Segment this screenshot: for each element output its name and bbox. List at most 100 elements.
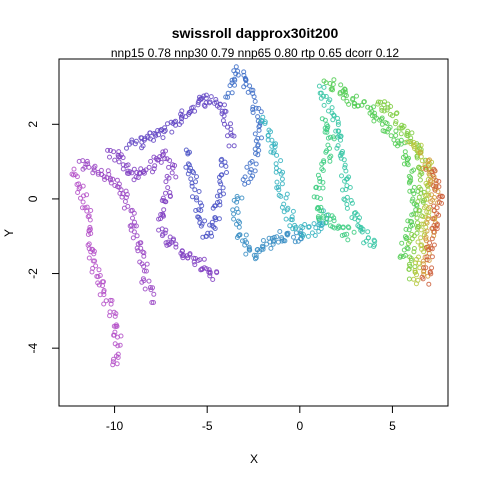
data-point <box>86 164 92 170</box>
data-point <box>113 311 119 317</box>
data-point <box>223 163 229 169</box>
data-point <box>322 125 328 131</box>
data-point <box>428 271 434 277</box>
data-point <box>379 105 385 111</box>
data-point <box>279 176 285 182</box>
data-point <box>80 158 86 164</box>
data-point <box>162 125 168 131</box>
data-point <box>163 190 168 196</box>
data-point <box>374 115 379 121</box>
data-point <box>214 270 220 276</box>
data-point <box>100 283 105 289</box>
data-point <box>351 100 357 106</box>
data-point <box>432 168 438 174</box>
data-point <box>322 117 328 123</box>
data-point <box>96 267 102 273</box>
data-point <box>291 234 296 240</box>
data-point <box>388 104 394 109</box>
data-point <box>208 230 214 236</box>
chart-title: swissroll dapprox30it200 <box>172 25 339 41</box>
data-point <box>417 208 423 214</box>
data-point <box>410 222 415 228</box>
data-point <box>426 281 432 287</box>
data-point <box>186 168 192 174</box>
data-point <box>344 231 350 237</box>
data-point <box>165 121 170 127</box>
data-point <box>283 195 289 201</box>
data-point <box>345 237 351 243</box>
data-point <box>365 229 371 235</box>
data-point <box>201 256 207 262</box>
data-point <box>316 222 322 228</box>
data-point <box>406 227 412 233</box>
data-point <box>293 230 299 236</box>
data-point <box>378 116 384 122</box>
data-point <box>259 118 265 124</box>
data-point <box>207 222 213 228</box>
data-point <box>218 181 224 187</box>
data-point <box>209 233 215 239</box>
data-point <box>429 254 435 260</box>
data-point <box>253 255 259 261</box>
data-point <box>241 84 247 90</box>
data-point <box>217 199 223 205</box>
data-point <box>268 129 273 135</box>
data-point <box>192 262 198 268</box>
data-point <box>111 149 117 155</box>
data-point <box>436 178 442 184</box>
data-point <box>169 129 175 135</box>
data-point <box>404 235 410 241</box>
data-point <box>101 289 107 295</box>
data-point <box>411 246 417 251</box>
data-point <box>133 223 139 229</box>
data-point <box>427 157 432 163</box>
data-point <box>436 199 442 205</box>
data-point <box>415 239 421 245</box>
data-point <box>320 213 326 219</box>
data-point <box>246 247 252 253</box>
data-point <box>152 163 158 169</box>
data-point <box>340 95 346 101</box>
data-point <box>125 203 131 209</box>
data-point <box>423 265 429 271</box>
data-point <box>330 117 336 123</box>
data-point <box>420 214 426 220</box>
data-point <box>278 158 284 164</box>
data-point <box>163 227 169 233</box>
data-point <box>339 233 345 238</box>
data-point <box>151 166 157 172</box>
data-point <box>300 233 306 239</box>
data-point <box>141 253 147 259</box>
data-point <box>162 230 168 236</box>
data-point <box>189 183 195 189</box>
data-point <box>306 224 312 230</box>
data-point <box>426 247 432 253</box>
data-point <box>217 188 223 194</box>
data-point <box>420 261 426 267</box>
data-point <box>393 133 399 138</box>
data-point <box>340 187 345 193</box>
data-point <box>271 237 277 243</box>
data-point <box>84 208 90 214</box>
data-point <box>144 133 150 139</box>
data-point <box>342 162 348 168</box>
data-point <box>404 131 410 136</box>
data-point <box>339 173 344 179</box>
data-point <box>234 221 239 227</box>
data-point <box>406 276 412 282</box>
data-point <box>125 162 131 168</box>
data-point <box>149 300 155 305</box>
data-point <box>240 177 246 183</box>
data-point <box>129 222 134 228</box>
data-point <box>418 235 424 241</box>
data-point <box>240 238 245 244</box>
data-point <box>426 192 432 198</box>
data-point <box>148 287 154 293</box>
data-point <box>148 158 154 164</box>
data-point <box>120 166 126 172</box>
data-point <box>167 194 173 199</box>
data-point <box>283 216 289 222</box>
data-point <box>115 351 121 357</box>
data-point <box>393 119 399 124</box>
data-point <box>407 188 413 194</box>
